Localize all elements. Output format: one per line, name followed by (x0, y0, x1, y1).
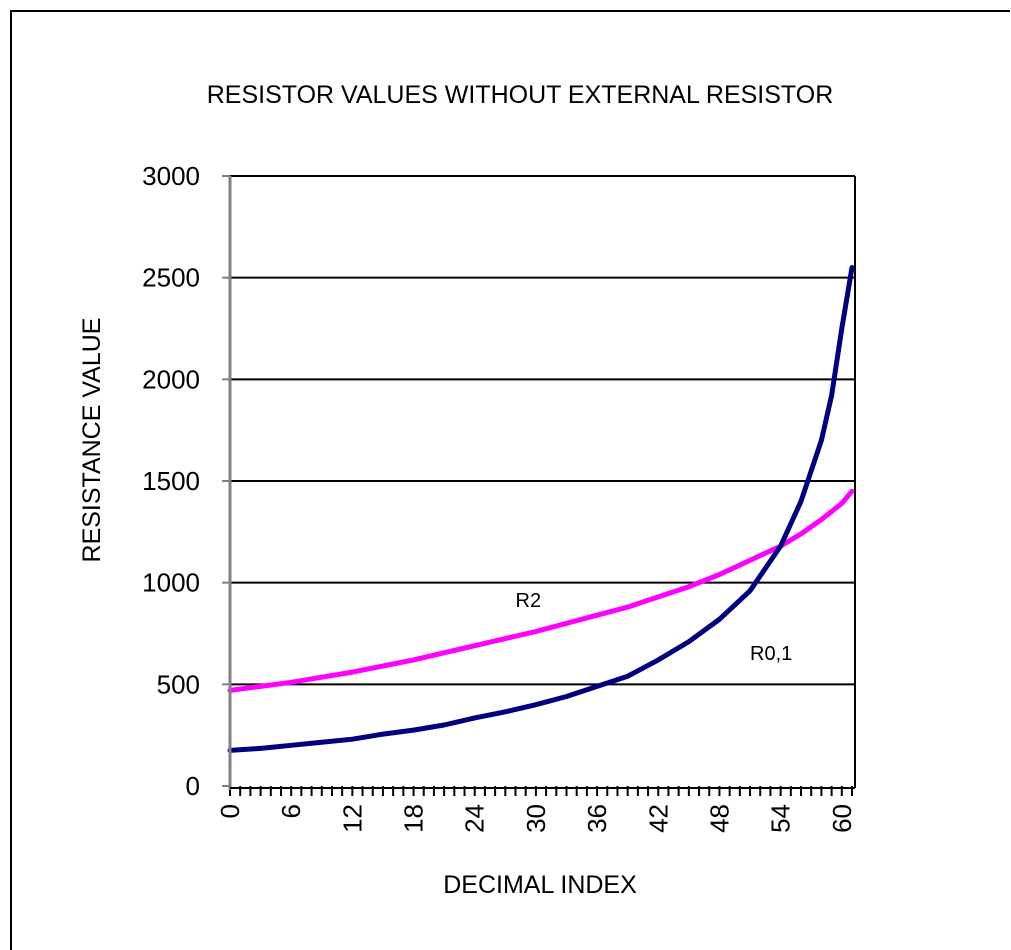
y-tick-label: 2000 (142, 364, 200, 394)
y-tick-label: 3000 (142, 161, 200, 191)
x-tick-label: 36 (582, 804, 612, 833)
y-tick-labels: 0 500 1000 1500 2000 2500 3000 (142, 161, 200, 801)
y-tick-label: 2500 (142, 263, 200, 293)
series-line-1 (227, 265, 855, 753)
x-tick-label: 24 (460, 804, 490, 833)
series-annotation: R2 (516, 590, 542, 612)
x-tick-label: 30 (521, 804, 551, 833)
y-tick-label: 1000 (142, 568, 200, 598)
x-tick-label: 18 (399, 804, 429, 833)
chart-title: RESISTOR VALUES WITHOUT EXTERNAL RESISTO… (207, 81, 834, 109)
series-annotation: R0,1 (750, 643, 792, 665)
x-tick-labels: 0 6 12 18 24 30 36 42 48 54 60 (215, 804, 857, 833)
y-tick-label: 1500 (142, 466, 200, 496)
x-tick-label: 12 (337, 804, 367, 833)
x-tick-label: 0 (215, 804, 245, 818)
x-tick-label: 54 (766, 804, 796, 833)
y-tick-label: 500 (157, 669, 200, 699)
x-tick-label: 6 (276, 804, 306, 818)
y-axis-title: RESISTANCE VALUE (78, 318, 106, 563)
x-axis-title: DECIMAL INDEX (443, 871, 637, 899)
x-tick-label: 48 (704, 804, 734, 833)
chart-frame (10, 10, 1010, 950)
series-line-0 (227, 488, 855, 693)
series-annotations: R2 R0,1 (516, 590, 793, 665)
x-tick-label: 42 (643, 804, 673, 833)
x-tick-label: 60 (827, 804, 857, 833)
series-lines (227, 265, 855, 753)
y-tick-label: 0 (186, 771, 200, 801)
